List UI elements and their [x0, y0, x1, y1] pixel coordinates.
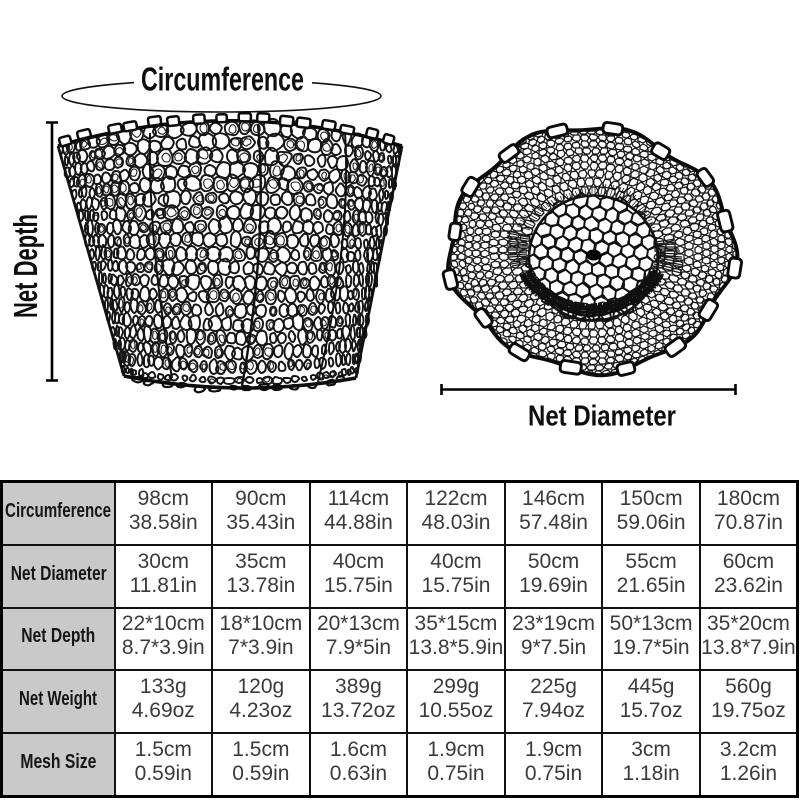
svg-text:Circumference: Circumference: [141, 61, 304, 98]
svg-text:Net Diameter: Net Diameter: [528, 401, 676, 433]
svg-text:Net Depth: Net Depth: [7, 214, 44, 318]
